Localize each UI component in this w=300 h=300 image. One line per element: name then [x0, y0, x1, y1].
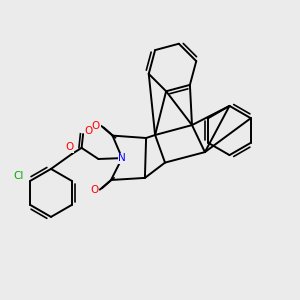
- Text: O: O: [65, 142, 74, 152]
- Text: N: N: [118, 153, 126, 163]
- Text: O: O: [84, 126, 93, 136]
- Text: O: O: [90, 184, 99, 195]
- Text: O: O: [92, 121, 100, 131]
- Text: Cl: Cl: [13, 171, 23, 182]
